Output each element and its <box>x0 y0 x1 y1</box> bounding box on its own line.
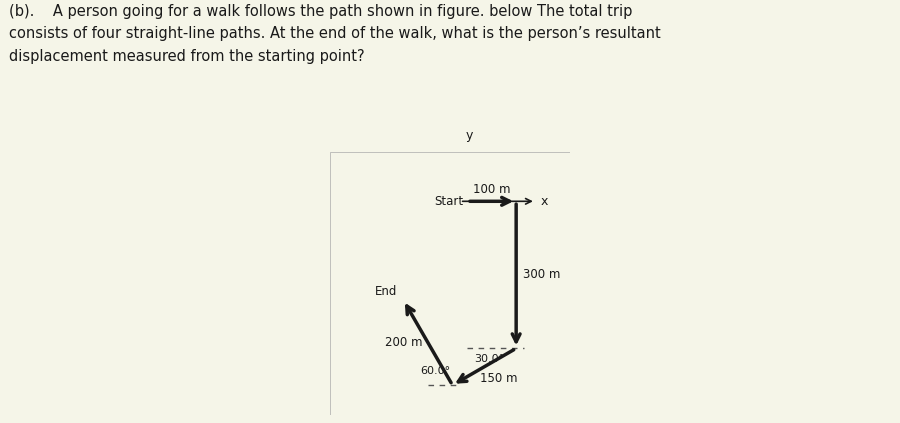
Text: (b).    A person going for a walk follows the path shown in figure. below The to: (b). A person going for a walk follows t… <box>9 4 661 63</box>
Text: 200 m: 200 m <box>384 336 422 349</box>
Text: 300 m: 300 m <box>523 268 561 281</box>
Text: 60.0°: 60.0° <box>420 366 450 376</box>
Text: y: y <box>466 129 473 142</box>
Text: End: End <box>375 285 398 298</box>
Text: Start: Start <box>434 195 464 208</box>
Text: x: x <box>541 195 548 208</box>
Text: 30.0°: 30.0° <box>474 354 504 364</box>
Text: 100 m: 100 m <box>472 184 510 196</box>
Text: 150 m: 150 m <box>481 372 518 385</box>
